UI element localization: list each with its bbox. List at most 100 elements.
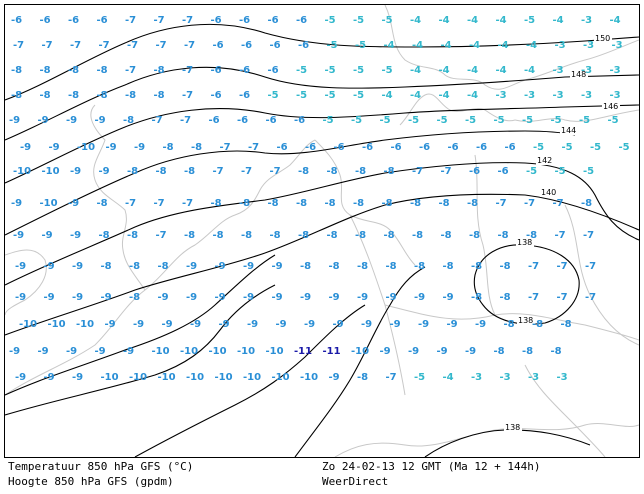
temperature-label: -7 <box>156 230 167 241</box>
temperature-label: -9 <box>66 346 77 357</box>
border-east <box>564 204 639 346</box>
temperature-label: -7 <box>524 198 535 209</box>
temperature-label: -8 <box>129 261 140 272</box>
contour-label-background <box>516 238 534 247</box>
temperature-label: -9 <box>70 166 81 177</box>
temperature-label: -9 <box>329 372 340 383</box>
coastline-adriatic <box>524 364 606 457</box>
height-contour-line <box>5 284 276 416</box>
temperature-label: -8 <box>467 198 478 209</box>
temperature-label: -5 <box>296 90 307 101</box>
temperature-label: -4 <box>412 40 423 51</box>
temperature-label: -7 <box>386 372 397 383</box>
temperature-label: -9 <box>437 346 448 357</box>
temperature-label: -5 <box>414 372 425 383</box>
temperature-label: -9 <box>243 292 254 303</box>
temperature-label: -3 <box>557 372 568 383</box>
temperature-label: -9 <box>15 292 26 303</box>
temperature-label: -10 <box>180 346 198 357</box>
temperature-label: -10 <box>158 372 176 383</box>
temperature-label: -8 <box>11 65 22 76</box>
temperature-label: -6 <box>305 142 316 153</box>
temperature-label: -4 <box>410 90 421 101</box>
temperature-label: -9 <box>219 319 230 330</box>
temperature-label: -9 <box>106 142 117 153</box>
footer-height-caption: Hoogte 850 hPa GFS (gpdm) <box>8 475 174 488</box>
temperature-label: -8 <box>412 230 423 241</box>
temperature-label: -8 <box>522 346 533 357</box>
temperature-label: -6 <box>391 142 402 153</box>
temperature-label: -9 <box>123 346 134 357</box>
temperature-label: -10 <box>101 372 119 383</box>
temperature-label: -5 <box>619 142 630 153</box>
temperature-label: -5 <box>533 142 544 153</box>
temperature-label: -8 <box>268 198 279 209</box>
temperature-label: -9 <box>72 372 83 383</box>
temperature-label: -7 <box>585 292 596 303</box>
temperature-label: -6 <box>239 15 250 26</box>
temperature-label: -5 <box>562 142 573 153</box>
temperature-label: -8 <box>298 230 309 241</box>
coastline-ireland <box>5 249 47 316</box>
temperature-label: -9 <box>133 319 144 330</box>
temperature-label: -3 <box>496 90 507 101</box>
temperature-label: -3 <box>612 40 623 51</box>
temperature-label: -4 <box>496 65 507 76</box>
temperature-label: -8 <box>239 198 250 209</box>
temperature-label: -7 <box>583 230 594 241</box>
temperature-label: -8 <box>184 230 195 241</box>
temperature-label: -5 <box>296 65 307 76</box>
temperature-label: -9 <box>134 142 145 153</box>
temperature-label: -5 <box>351 115 362 126</box>
temperature-label: -9 <box>333 319 344 330</box>
temperature-label: -7 <box>180 115 191 126</box>
temperature-label: -10 <box>77 142 95 153</box>
temperature-label: -7 <box>555 230 566 241</box>
temperature-label: -5 <box>608 115 619 126</box>
temperature-label: -9 <box>361 319 372 330</box>
temperature-label: -5 <box>583 166 594 177</box>
temperature-label: -7 <box>154 15 165 26</box>
temperature-label: -7 <box>213 166 224 177</box>
height-contour-line <box>294 266 426 457</box>
temperature-label: -9 <box>162 319 173 330</box>
temperature-label: -8 <box>526 230 537 241</box>
temperature-label: -4 <box>443 372 454 383</box>
temperature-label: -4 <box>467 65 478 76</box>
temperature-label: -9 <box>465 346 476 357</box>
temperature-label: -8 <box>500 261 511 272</box>
temperature-label: -4 <box>382 90 393 101</box>
temperature-label: -10 <box>243 372 261 383</box>
temperature-label: -6 <box>239 90 250 101</box>
temperature-label: -8 <box>494 346 505 357</box>
temperature-label: -7 <box>557 261 568 272</box>
temperature-label: -9 <box>304 319 315 330</box>
temperature-label: -6 <box>97 15 108 26</box>
temperature-label: -8 <box>40 90 51 101</box>
temperature-label: -8 <box>270 230 281 241</box>
temperature-label: -5 <box>408 115 419 126</box>
temperature-label: -10 <box>209 346 227 357</box>
temperature-label: -9 <box>300 292 311 303</box>
temperature-label: -9 <box>38 115 49 126</box>
temperature-label: -5 <box>465 115 476 126</box>
temperature-label: -8 <box>154 90 165 101</box>
temperature-label: -9 <box>44 292 55 303</box>
footer-temperature-caption: Temperatuur 850 hPa GFS (°C) <box>8 460 194 473</box>
temperature-label: -10 <box>129 372 147 383</box>
temperature-label: -6 <box>268 15 279 26</box>
temperature-label: -6 <box>419 142 430 153</box>
temperature-label: -9 <box>101 292 112 303</box>
temperature-label: -7 <box>585 261 596 272</box>
temperature-label: -10 <box>237 346 255 357</box>
temperature-label: -8 <box>68 90 79 101</box>
temperature-label: -8 <box>184 166 195 177</box>
temperature-label: -7 <box>553 198 564 209</box>
temperature-label: -9 <box>386 292 397 303</box>
temperature-label: -9 <box>414 292 425 303</box>
temperature-label: -5 <box>382 15 393 26</box>
temperature-label: -7 <box>156 40 167 51</box>
temperature-label: -8 <box>327 230 338 241</box>
temperature-label: -5 <box>268 90 279 101</box>
temperature-label: -7 <box>154 198 165 209</box>
